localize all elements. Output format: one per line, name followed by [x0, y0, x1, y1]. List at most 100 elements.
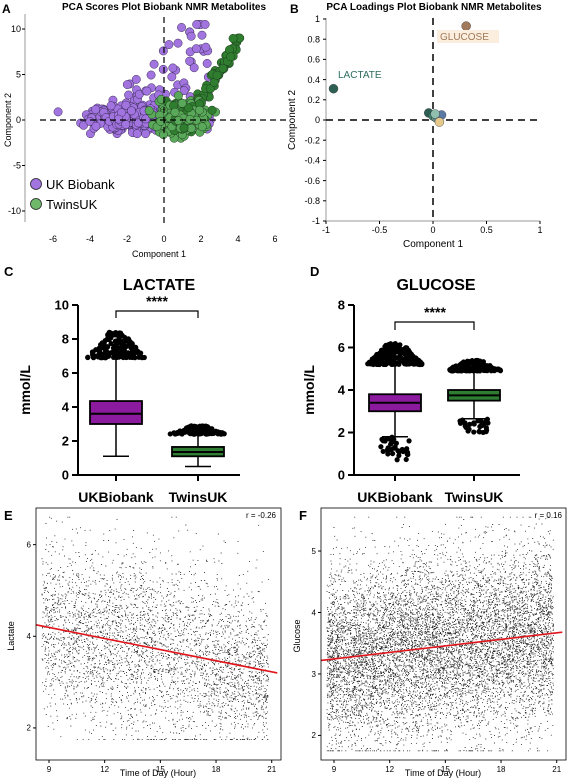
pca-scores-plot — [53, 20, 245, 143]
outlier-point — [397, 347, 404, 353]
loading-point-lactate — [328, 83, 339, 94]
point-ukb — [131, 74, 141, 84]
outlier-point — [471, 420, 477, 426]
x-tick-label: 0 — [430, 225, 435, 235]
outlier-point — [404, 451, 410, 457]
outlier-point — [388, 346, 394, 352]
axis-ticks-f: 9 12 15 18 21 5 4 3 2 — [312, 547, 562, 774]
glucose-boxplot — [365, 340, 504, 481]
outlier-point — [121, 334, 128, 340]
x-tick-label: 0 — [161, 234, 166, 244]
y-tick-label: -0.4 — [304, 156, 320, 166]
point-twins — [170, 107, 180, 117]
outlier-point — [408, 351, 414, 357]
outlier-point — [476, 428, 482, 435]
outlier-point — [121, 338, 127, 345]
panel-b: B PCA Loadings Plot Biobank NMR Metaboli… — [287, 2, 543, 250]
legend-label-twins: TwinsUK — [46, 197, 98, 212]
point-twins — [228, 33, 238, 43]
panel-letter-a: A — [2, 2, 11, 16]
point-twins — [185, 114, 195, 124]
x-axis-label: Time of Day (Hour) — [405, 768, 481, 778]
point-ukb — [168, 63, 178, 73]
outlier-point — [133, 344, 139, 351]
y-tick-label: 4 — [338, 383, 346, 398]
point-ukb — [200, 20, 210, 29]
point-ukb — [202, 59, 212, 68]
legend-marker-twins — [30, 198, 42, 210]
point-ukb — [146, 70, 156, 80]
x-axis-label: Component 1 — [132, 249, 186, 259]
group-label-ukb: UKBiobank — [357, 489, 433, 505]
scatter-points — [41, 516, 269, 740]
panel-b-title: PCA Loadings Plot Biobank NMR Metabolite… — [326, 2, 542, 13]
outlier-point — [116, 334, 122, 340]
point-ukb — [191, 44, 201, 54]
outlier-point — [476, 363, 482, 369]
legend: UK Biobank TwinsUK — [30, 177, 115, 212]
y-tick-label: 8 — [338, 298, 345, 313]
point-twins — [195, 105, 205, 115]
point-ukb — [132, 129, 142, 139]
sig-stars: **** — [146, 293, 168, 309]
point-ukb — [177, 23, 186, 32]
sig-bracket — [115, 310, 199, 318]
panel-d: D GLUCOSE 8 6 4 2 0 **** mmol/L UKBiobank Tw… — [301, 264, 520, 505]
y-tick-label: 3 — [312, 670, 317, 679]
panel-letter-c: C — [4, 264, 14, 279]
outlier-point — [90, 349, 96, 355]
x-tick-label: 15 — [156, 765, 165, 774]
outlier-point — [389, 450, 396, 457]
outlier-point — [122, 349, 129, 356]
y-tick-label: -0.2 — [304, 135, 320, 145]
outlier-point — [394, 355, 400, 361]
outlier-point — [99, 340, 105, 346]
point-ukb — [164, 40, 174, 49]
point-twins — [177, 98, 187, 108]
glucose-label-bg — [437, 30, 499, 43]
panel-c-title: LACTATE — [123, 277, 196, 294]
x-tick-label: 15 — [441, 765, 450, 774]
point-ukb — [114, 114, 124, 124]
point-ukb — [197, 30, 207, 40]
point-twins — [156, 116, 166, 126]
outlier-point — [123, 354, 129, 361]
point-twins — [207, 105, 217, 115]
y-tick-label: 6 — [27, 540, 32, 549]
y-axis-label: Component 2 — [3, 93, 13, 147]
plot-frame — [320, 507, 567, 761]
x-tick-label: 2 — [198, 234, 203, 244]
y-tick-label: 6 — [62, 366, 69, 381]
y-axis-label: Lactate — [6, 621, 16, 651]
outlier-point — [384, 354, 390, 361]
outlier-point — [473, 358, 479, 365]
loading-point — [434, 117, 445, 127]
outlier-point — [480, 367, 486, 373]
point-ukb — [121, 120, 131, 129]
box-ukbiobank — [89, 400, 143, 425]
outlier-point — [471, 429, 477, 435]
outlier-point — [485, 420, 491, 426]
y-tick-label: 0.2 — [307, 95, 320, 105]
sig-bracket — [394, 321, 475, 330]
outlier-point — [449, 368, 456, 374]
point-ukb — [141, 129, 151, 139]
outlier-point — [392, 444, 398, 450]
x-tick-label: 18 — [212, 765, 221, 774]
group-label-twins: TwinsUK — [169, 489, 228, 505]
axis-ticks-b: -1 -0.5 0 0.5 1 1 0.8 0.6 0.4 0.2 0 -0.2 -0.4 -0.6 -0.… — [304, 14, 542, 235]
point-ukb — [122, 80, 132, 90]
glucose-time-scatter — [320, 516, 563, 752]
x-tick-label: 9 — [47, 765, 52, 774]
x-tick-label: -0.5 — [372, 225, 388, 235]
y-tick-label: -0.6 — [304, 176, 320, 186]
x-tick-label: 9 — [332, 765, 337, 774]
y-axis-label: Component 2 — [287, 90, 298, 150]
outlier-point — [415, 357, 422, 363]
lactate-time-scatter — [35, 516, 278, 740]
y-tick-label: 5 — [312, 547, 317, 556]
legend-label-ukb: UK Biobank — [46, 177, 115, 192]
outlier-point — [389, 352, 396, 358]
outlier-point — [403, 359, 409, 365]
x-axis-label: Time of Day (Hour) — [120, 768, 196, 778]
